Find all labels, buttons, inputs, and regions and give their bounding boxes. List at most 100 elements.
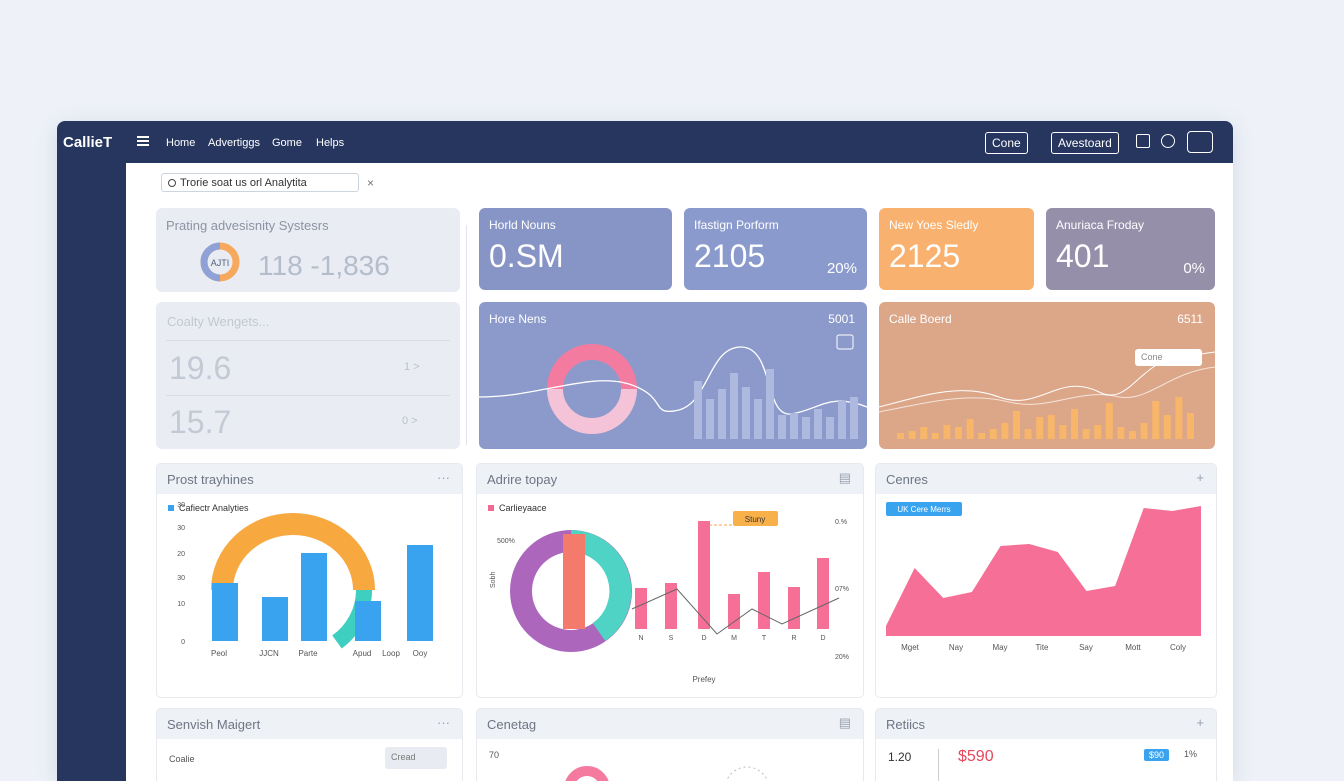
bar [1059,425,1067,439]
panel: Senvish Maigert ··· Coalie Cread [156,708,463,781]
settings-icon[interactable] [1161,134,1175,148]
x-tick-label: Apud [353,649,372,658]
panel-header: Cenres + [876,464,1216,494]
panel-header: Retiics + [876,709,1216,739]
legend-swatch [488,505,494,511]
button[interactable]: Cread [385,747,447,769]
bar [718,389,726,439]
bar [1117,427,1125,439]
bar [706,399,714,439]
badge [886,502,962,516]
bar [802,417,810,439]
nav-button[interactable]: Avestoard [1051,132,1119,154]
widget-action[interactable]: 1 > [404,361,420,373]
kpi-title: Ifastign Porform [694,218,779,232]
annotation-box [733,511,778,526]
bar [826,417,834,439]
trend-line [631,588,840,635]
widget-value: 19.6 [169,350,232,386]
clear-icon[interactable]: × [367,176,375,190]
bar [758,572,770,629]
dropdown[interactable]: Cone [1135,349,1202,366]
nav-button[interactable]: Cone [985,132,1028,154]
annotation: Stuny [745,515,765,524]
x-tick-label: D [820,635,825,642]
profile-icon[interactable] [1187,131,1213,153]
donut-bar [563,534,585,629]
x-tick-label: Mget [901,643,920,652]
notification-icon[interactable] [1136,134,1150,148]
panel-menu[interactable]: ··· [437,470,450,485]
y-tick-label: 10 [177,601,185,608]
kpi-title: Horld Nouns [489,218,556,232]
nav-link[interactable]: Helps [316,137,345,149]
wave-line [479,346,867,415]
y-tick-label: 0 [181,639,185,646]
panel-title: Prost trayhines [167,472,254,487]
wave-line [879,366,1215,413]
search-box[interactable]: Trorie soat us orl Analytita [161,173,359,192]
feature-chart [879,351,1215,439]
panel-menu[interactable]: ▤ [838,715,851,730]
menu-icon[interactable] [137,136,149,146]
x-tick-label: N [638,635,643,642]
bar [742,387,750,439]
x-tick-label: JJCN [259,649,279,658]
bar [1047,415,1055,439]
kpi-card: Horld Nouns 0.SM [479,208,672,290]
logo[interactable]: CallieT [63,134,113,151]
kpi-value: 401 [1056,238,1110,274]
panel-menu[interactable]: + [1196,470,1204,485]
x-axis-title: Prefey [692,675,715,684]
nav-link[interactable]: Home [166,137,196,149]
bar [1105,403,1113,439]
bar [754,399,762,439]
value-label: 70 [489,750,500,760]
bar [1152,401,1160,439]
bar [212,583,238,641]
x-tick-label: Coly [1170,643,1186,652]
feature-value: 6511 [1177,312,1203,326]
area [886,506,1201,636]
feature-title: Calle Boerd [889,312,952,326]
donut-segment [570,530,632,642]
bar-chart: Carlieyaace 500% Sobh Stuny Prefey 0.% 07… [488,503,849,684]
kpi-title: Anuriaca Froday [1056,218,1145,232]
panel-menu[interactable]: ▤ [838,470,851,485]
x-tick-label: S [669,635,674,642]
feature-card: Calle Boerd 6511 Cone [879,302,1215,449]
nav-link[interactable]: Gome [272,137,302,149]
x-tick-label: Nay [949,643,963,652]
bar [838,401,846,439]
panel-title: Cenres [886,472,928,487]
x-tick-label: M [731,635,737,642]
widget-value: 15.7 [169,404,232,440]
panel-menu[interactable]: + [1196,715,1204,730]
x-tick-label: Parte [298,649,318,658]
bar [1187,413,1194,439]
y-tick-label: 07% [835,586,849,593]
bar [989,429,997,439]
widget-action[interactable]: 0 > [402,415,418,427]
x-tick-label: Ooy [413,649,428,658]
bar [262,597,288,641]
gauge-preview [565,766,769,781]
bar [1024,429,1032,439]
divider [938,749,939,781]
bar [978,433,986,439]
bar [1071,409,1078,439]
bar [407,545,433,641]
bar [1140,423,1148,439]
donut-segment [200,242,221,282]
panel-menu[interactable]: ··· [437,715,450,730]
bar [817,558,829,629]
panel-title: Senvish Maigert [167,717,261,732]
metric-value: 1.20 [888,750,912,764]
bar [635,588,647,629]
y-tick-label: 20 [177,551,185,558]
nav-link[interactable]: Advertiggs [208,137,260,149]
bar [931,433,939,439]
y-tick-label: 20% [835,654,849,661]
